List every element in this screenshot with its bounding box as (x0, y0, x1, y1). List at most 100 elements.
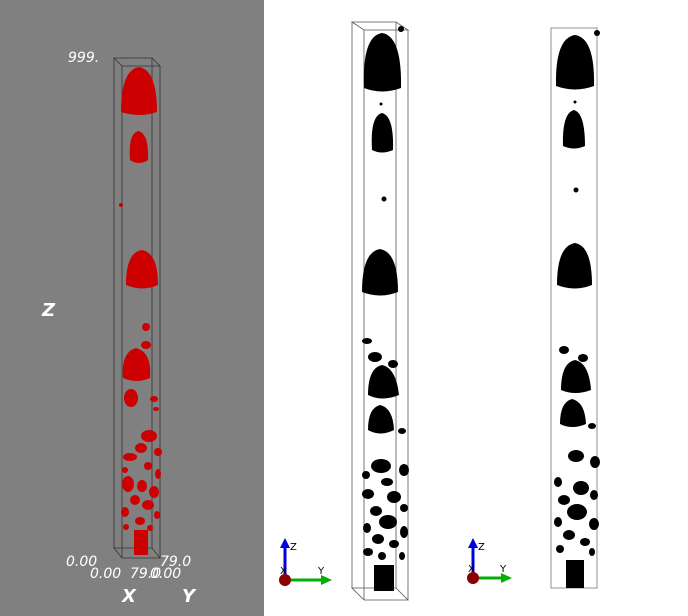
bubble (122, 467, 128, 473)
bubble (573, 100, 577, 104)
bubble-group-red (119, 67, 162, 555)
bubble (142, 323, 150, 331)
inlet-jet (566, 560, 584, 588)
bubble (154, 511, 160, 519)
bubble (144, 462, 152, 470)
bubble (121, 507, 129, 517)
bubble (362, 249, 398, 296)
bubble (387, 491, 401, 503)
bubble (399, 552, 405, 560)
bubble (580, 538, 590, 546)
bubble (379, 515, 397, 529)
axis-triad: Z Y X (467, 538, 512, 584)
bubble-group-black (554, 30, 600, 588)
z-max-label: 999. (68, 50, 99, 66)
bubble (135, 443, 147, 453)
bubble (363, 548, 373, 556)
middle-viewport-canvas: Z Y X (279, 21, 410, 601)
bubble (578, 354, 588, 362)
bubble (568, 450, 584, 462)
bubble (400, 526, 408, 538)
x-axis-label: X (121, 586, 137, 607)
bubble (560, 399, 586, 427)
bubble (363, 33, 402, 92)
bubble (573, 481, 589, 495)
left-viewport-canvas: 999. Z 0.00 0.00 79.0 0.00 79.0 X Y (41, 50, 197, 607)
z-axis-label: Z (41, 300, 56, 321)
bubble (388, 360, 398, 368)
bubble (129, 131, 149, 163)
bubble (122, 348, 151, 381)
axis-triad: Z Y X (279, 538, 332, 586)
bubble (154, 448, 162, 456)
bubble (362, 338, 372, 344)
bubble (558, 495, 570, 505)
bubble (555, 35, 595, 90)
bubble (589, 518, 599, 530)
bubble (561, 360, 591, 393)
triad-x-label: X (468, 564, 475, 575)
bubble (372, 534, 384, 544)
triad-z-label: Z (478, 542, 485, 553)
bubble (147, 525, 153, 531)
bubble (123, 453, 137, 461)
bubble (368, 365, 399, 399)
right-viewport[interactable]: Z Y X (454, 0, 688, 616)
middle-viewport[interactable]: Z Y X (264, 0, 454, 616)
bubble (135, 517, 145, 525)
bubble (150, 396, 158, 402)
bubble (153, 407, 159, 411)
bubble (398, 428, 406, 434)
bubble (119, 203, 123, 207)
bubble (362, 471, 370, 479)
bubble (141, 341, 151, 349)
bubble (590, 456, 600, 468)
bubble (573, 187, 579, 193)
bubble (137, 480, 147, 492)
bubble (389, 540, 399, 548)
bubble (559, 346, 569, 354)
bubble (594, 30, 600, 36)
bubble (368, 405, 394, 434)
y-axis-label: Y (182, 586, 197, 607)
triad-x-label: X (280, 566, 287, 577)
bubble (370, 506, 382, 516)
bubble (562, 110, 585, 149)
bubble (567, 504, 587, 520)
bubble (557, 243, 592, 289)
left-viewport[interactable]: 999. Z 0.00 0.00 79.0 0.00 79.0 X Y (0, 0, 264, 616)
bubble (363, 523, 371, 533)
bubble (130, 495, 140, 505)
bubble (371, 113, 394, 153)
y-max-label: 79.0 (160, 554, 191, 570)
bubble (563, 530, 575, 540)
bubble (554, 477, 562, 487)
inlet-jet (134, 530, 148, 555)
bubble (141, 430, 157, 442)
bubble (556, 545, 564, 553)
bubble (368, 352, 382, 362)
triad-z-label: Z (290, 542, 297, 553)
bubble (124, 389, 138, 407)
bubble (126, 250, 158, 289)
triad-y-label: Y (317, 566, 325, 577)
bubble (149, 486, 159, 498)
bubble (121, 67, 157, 115)
bubble (381, 478, 393, 486)
bubble (379, 102, 383, 106)
bubble (378, 552, 386, 560)
bubble (142, 500, 154, 510)
bubble (371, 459, 391, 473)
bubble (381, 196, 387, 202)
bubble (398, 26, 404, 32)
bubble (123, 524, 129, 530)
bubble (399, 464, 409, 476)
bubble (362, 489, 374, 499)
bubble (590, 490, 598, 500)
bubble (589, 548, 595, 556)
bubble (400, 504, 408, 512)
bubble-group-black (362, 26, 409, 591)
right-viewport-canvas: Z Y X (467, 27, 600, 589)
bubble (122, 476, 134, 492)
inlet-jet (374, 565, 394, 591)
